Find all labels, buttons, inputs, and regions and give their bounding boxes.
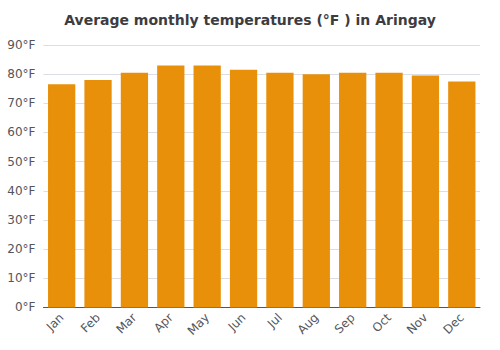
svg-text:10°F: 10°F	[7, 271, 35, 285]
svg-text:Jun: Jun	[225, 311, 249, 335]
svg-text:Mar: Mar	[113, 310, 139, 336]
svg-text:Average monthly temperatures (: Average monthly temperatures (°F ) in Ar…	[64, 12, 436, 28]
svg-text:Jul: Jul	[264, 311, 285, 332]
svg-text:40°F: 40°F	[7, 184, 35, 198]
svg-text:30°F: 30°F	[7, 213, 35, 227]
svg-text:20°F: 20°F	[7, 242, 35, 256]
svg-text:90°F: 90°F	[7, 38, 35, 52]
svg-text:80°F: 80°F	[7, 67, 35, 81]
svg-text:70°F: 70°F	[7, 96, 35, 110]
svg-text:Sep: Sep	[332, 311, 358, 337]
svg-text:Aug: Aug	[295, 311, 321, 337]
svg-text:Dec: Dec	[440, 311, 466, 337]
svg-text:Nov: Nov	[404, 311, 430, 337]
svg-text:May: May	[185, 311, 212, 338]
svg-text:50°F: 50°F	[7, 155, 35, 169]
svg-text:Oct: Oct	[369, 310, 394, 335]
svg-text:0°F: 0°F	[15, 300, 36, 314]
svg-text:Feb: Feb	[78, 311, 103, 336]
svg-text:Jan: Jan	[43, 311, 67, 335]
svg-text:Apr: Apr	[151, 310, 176, 335]
svg-text:60°F: 60°F	[7, 125, 35, 139]
